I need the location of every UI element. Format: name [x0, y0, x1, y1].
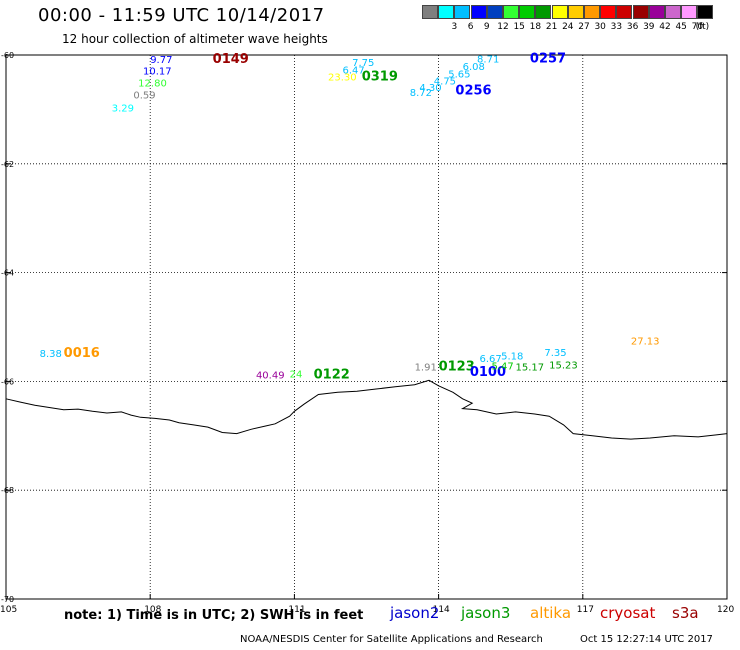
footer-note: note: 1) Time is in UTC; 2) SWH is in fe… — [64, 608, 364, 623]
legend-label: 21 — [545, 22, 558, 32]
wave-height-label: 23.30 — [328, 73, 357, 84]
legend-swatch — [648, 5, 665, 19]
legend-unit: (ft) — [695, 22, 710, 32]
legend-swatch — [697, 5, 714, 19]
satellite-name-cryosat: cryosat — [600, 604, 656, 622]
wave-height-label: 5.47 — [491, 361, 513, 372]
legend-label: 45 — [675, 22, 687, 32]
legend-swatch — [503, 5, 519, 19]
grid-layer — [6, 55, 727, 599]
legend-swatch — [422, 5, 438, 19]
legend-swatch — [600, 5, 617, 19]
generated-timestamp: Oct 15 12:27:14 UTC 2017 — [580, 634, 713, 645]
legend-swatch — [454, 5, 471, 19]
legend-label: 12 — [497, 22, 509, 32]
pass-time-label: 0100 — [470, 365, 506, 380]
legend-label: 39 — [643, 22, 655, 32]
pass-time-label: 0016 — [64, 346, 100, 361]
legend-swatch — [535, 5, 552, 19]
pass-time-label: 0256 — [455, 84, 491, 99]
legend-swatch — [551, 5, 568, 19]
wave-height-label: 7.75 — [352, 58, 374, 69]
map-frame — [5, 54, 728, 600]
legend-swatch — [665, 5, 681, 19]
wave-height-label: 7.35 — [544, 348, 566, 359]
pass-time-label: 0122 — [314, 368, 350, 383]
legend-swatch — [519, 5, 536, 19]
y-tick-label: -64 — [1, 269, 14, 278]
x-tick-label: 108 — [144, 605, 161, 615]
legend-label: 24 — [562, 22, 574, 32]
legend-label: 18 — [529, 22, 542, 32]
wave-height-label: 3.29 — [112, 104, 134, 115]
legend-label: 27 — [578, 22, 590, 32]
legend-label: 3 — [451, 22, 458, 32]
legend-label: 15 — [513, 22, 525, 32]
wave-height-label: 5.18 — [501, 352, 523, 363]
wave-height-label: 27.13 — [631, 336, 660, 347]
x-tick-label: 111 — [288, 605, 305, 615]
y-tick-label: -60 — [1, 51, 14, 60]
wave-height-label: 12.80 — [138, 79, 167, 90]
y-tick-label: -68 — [1, 486, 14, 495]
wave-height-label: 4.30 — [419, 83, 441, 94]
legend-label: 36 — [626, 22, 639, 32]
axis-ticks: 105 108 111 114 117 120 -60 -62 -64 -66 -68 -70 — [0, 51, 734, 615]
wave-height-label: 9.77 — [150, 55, 172, 66]
wave-height-label: 6.47 — [342, 65, 364, 76]
wave-height-label: 1.91 — [415, 363, 437, 374]
legend-swatch — [438, 5, 455, 19]
wave-height-label: 8.71 — [477, 55, 499, 66]
antarctic-coastline — [5, 379, 728, 440]
wave-height-label: 24 — [290, 370, 303, 381]
pass-time-label: 0123 — [439, 360, 475, 375]
legend-swatch — [616, 5, 633, 19]
satellite-name-jason3: jason3 — [461, 604, 511, 622]
map-subtitle: 12 hour collection of altimeter wave hei… — [62, 32, 328, 46]
legend-label: 33 — [610, 22, 623, 32]
wave-height-label: 15.17 — [516, 363, 545, 374]
x-tick-label: 114 — [433, 605, 450, 615]
map-title: 00:00 - 11:59 UTC 10/14/2017 — [38, 5, 325, 26]
x-tick-label: 105 — [0, 605, 17, 615]
legend-label: 70 — [691, 22, 704, 32]
wave-height-label: 8.38 — [40, 349, 62, 360]
credit-line: NOAA/NESDIS Center for Satellite Applica… — [240, 634, 543, 645]
legend-label: 9 — [483, 22, 490, 32]
wave-height-label: 10.17 — [143, 67, 172, 78]
wave-height-label: 0.59 — [133, 91, 155, 102]
legend-label: 30 — [594, 22, 606, 32]
wave-height-label: 40.49 — [256, 371, 285, 382]
legend-swatch — [632, 5, 649, 19]
wave-height-label: 5.65 — [448, 69, 470, 80]
wave-height-label: 15.23 — [549, 360, 578, 371]
x-tick-label: 120 — [717, 605, 734, 615]
pass-time-label: 0149 — [213, 52, 249, 67]
legend-label: 42 — [659, 22, 671, 32]
wave-height-label: 4.75 — [434, 76, 456, 87]
x-tick-label: 117 — [577, 605, 594, 615]
satellite-name-altika: altika — [530, 604, 572, 622]
wave-height-label: 6.67 — [479, 354, 501, 365]
pass-time-label: 0319 — [362, 70, 398, 85]
wave-height-label: 8.72 — [410, 88, 432, 99]
legend-swatch — [486, 5, 503, 19]
wave-height-label: 6.08 — [463, 62, 485, 73]
legend-swatch — [567, 5, 584, 19]
legend-label: 6 — [467, 22, 474, 32]
y-tick-label: -66 — [1, 377, 14, 386]
satellite-name-s3a: s3a — [672, 604, 699, 622]
legend-swatch — [681, 5, 698, 19]
y-tick-label: -62 — [1, 160, 14, 169]
y-tick-label: -70 — [1, 595, 14, 604]
pass-time-label: 0257 — [530, 52, 566, 67]
legend-swatch — [470, 5, 487, 19]
legend-swatch — [584, 5, 600, 19]
satellite-name-jason2: jason2 — [390, 604, 440, 622]
